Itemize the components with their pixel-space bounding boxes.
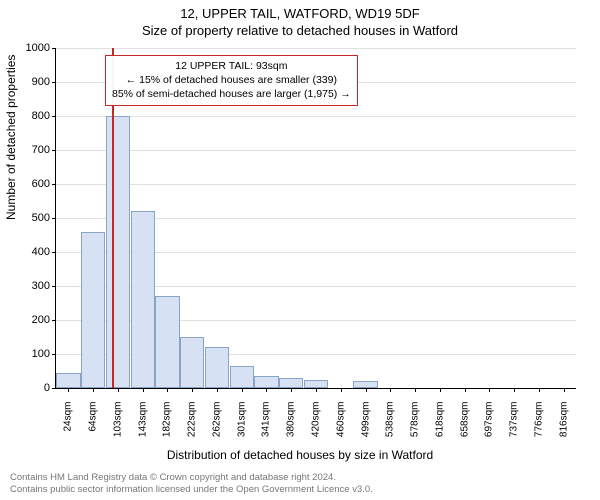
ytick-label: 600 [10,178,50,190]
xtick-mark [489,388,490,392]
annotation-line: 85% of semi-detached houses are larger (… [112,87,351,101]
xtick-mark [465,388,466,392]
xtick-mark [316,388,317,392]
xtick-mark [564,388,565,392]
histogram-bar [279,378,303,388]
histogram-bar [131,211,155,388]
xtick-mark [514,388,515,392]
annotation-box: 12 UPPER TAIL: 93sqm ← 15% of detached h… [105,55,358,106]
ytick-label: 0 [10,382,50,394]
histogram-bar [304,380,328,389]
gridline [56,150,576,151]
title-sub: Size of property relative to detached ho… [0,21,600,38]
ytick-label: 900 [10,76,50,88]
ytick-mark [52,150,56,151]
ytick-label: 400 [10,246,50,258]
histogram-bar [353,381,377,388]
xtick-mark [291,388,292,392]
ytick-mark [52,252,56,253]
xtick-mark [143,388,144,392]
ytick-mark [52,286,56,287]
ytick-label: 200 [10,314,50,326]
histogram-bar [106,116,130,388]
ytick-mark [52,82,56,83]
histogram-bar [254,376,278,388]
histogram-bar [81,232,105,388]
xtick-mark [192,388,193,392]
ytick-mark [52,218,56,219]
ytick-label: 1000 [10,42,50,54]
x-axis-label: Distribution of detached houses by size … [0,448,600,462]
histogram-bar [230,366,254,388]
ytick-mark [52,320,56,321]
title-main: 12, UPPER TAIL, WATFORD, WD19 5DF [0,0,600,21]
xtick-mark [167,388,168,392]
xtick-mark [217,388,218,392]
ytick-mark [52,184,56,185]
xtick-mark [539,388,540,392]
gridline [56,116,576,117]
chart-container: 12, UPPER TAIL, WATFORD, WD19 5DF Size o… [0,0,600,500]
xtick-mark [415,388,416,392]
histogram-bar [155,296,179,388]
histogram-bar [56,373,80,388]
gridline [56,48,576,49]
xtick-mark [68,388,69,392]
ytick-mark [52,48,56,49]
xtick-mark [440,388,441,392]
ytick-label: 800 [10,110,50,122]
footer: Contains HM Land Registry data © Crown c… [10,472,373,496]
ytick-label: 500 [10,212,50,224]
xtick-mark [390,388,391,392]
footer-line: Contains public sector information licen… [10,484,373,496]
xtick-mark [341,388,342,392]
gridline [56,184,576,185]
annotation-line: 12 UPPER TAIL: 93sqm [112,59,351,73]
xtick-mark [266,388,267,392]
footer-line: Contains HM Land Registry data © Crown c… [10,472,373,484]
xtick-mark [366,388,367,392]
ytick-label: 100 [10,348,50,360]
xtick-mark [93,388,94,392]
ytick-mark [52,354,56,355]
annotation-line: ← 15% of detached houses are smaller (33… [112,73,351,87]
ytick-mark [52,388,56,389]
xtick-mark [118,388,119,392]
histogram-bar [205,347,229,388]
xtick-mark [242,388,243,392]
histogram-bar [180,337,204,388]
ytick-label: 300 [10,280,50,292]
ytick-mark [52,116,56,117]
ytick-label: 700 [10,144,50,156]
